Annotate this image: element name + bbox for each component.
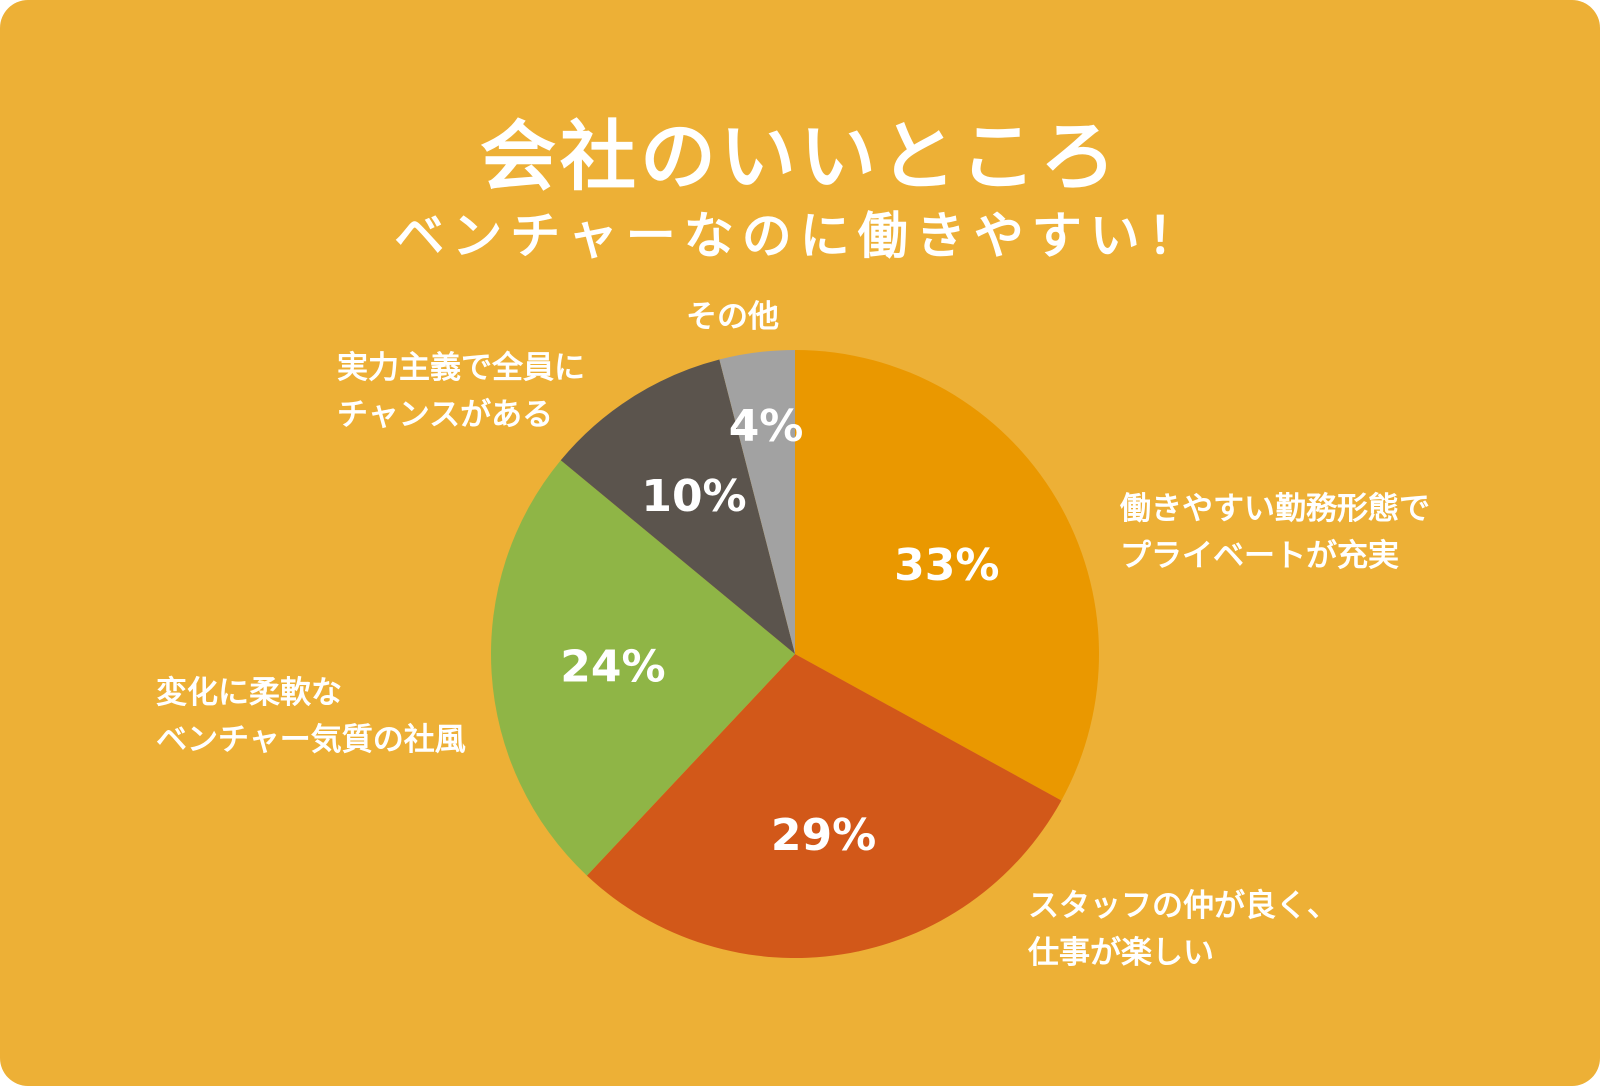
slice-merit [560,359,795,654]
slice-label-other: その他 [686,299,779,335]
slice-label-merit: 実力主義で全員に チャンスがある [337,350,585,433]
value-label-work-style: 33% [894,540,999,591]
pie-slices [490,350,1099,958]
value-label-merit: 10% [641,471,746,522]
chart-subtitle: ベンチャーなのに働きやすい！ [394,207,1206,265]
value-label-staff: 29% [771,810,876,861]
value-label-culture: 24% [560,641,665,692]
slice-label-staff: スタッフの仲が良く、 仕事が楽しい [1028,888,1338,971]
slice-label-culture: 変化に柔軟な ベンチャー気質の社風 [156,675,466,758]
slice-staff [586,654,1062,958]
slice-other [719,350,795,654]
chart-title: 会社のいいところ [480,112,1120,201]
pie-value-labels: 33% 29% 24% 10% 4% [560,401,999,861]
slice-label-work-style: 働きやすい勤務形態で プライベートが充実 [1120,491,1430,574]
value-label-other: 4% [729,401,804,452]
slice-work-style [795,350,1099,801]
slice-culture [490,460,795,876]
